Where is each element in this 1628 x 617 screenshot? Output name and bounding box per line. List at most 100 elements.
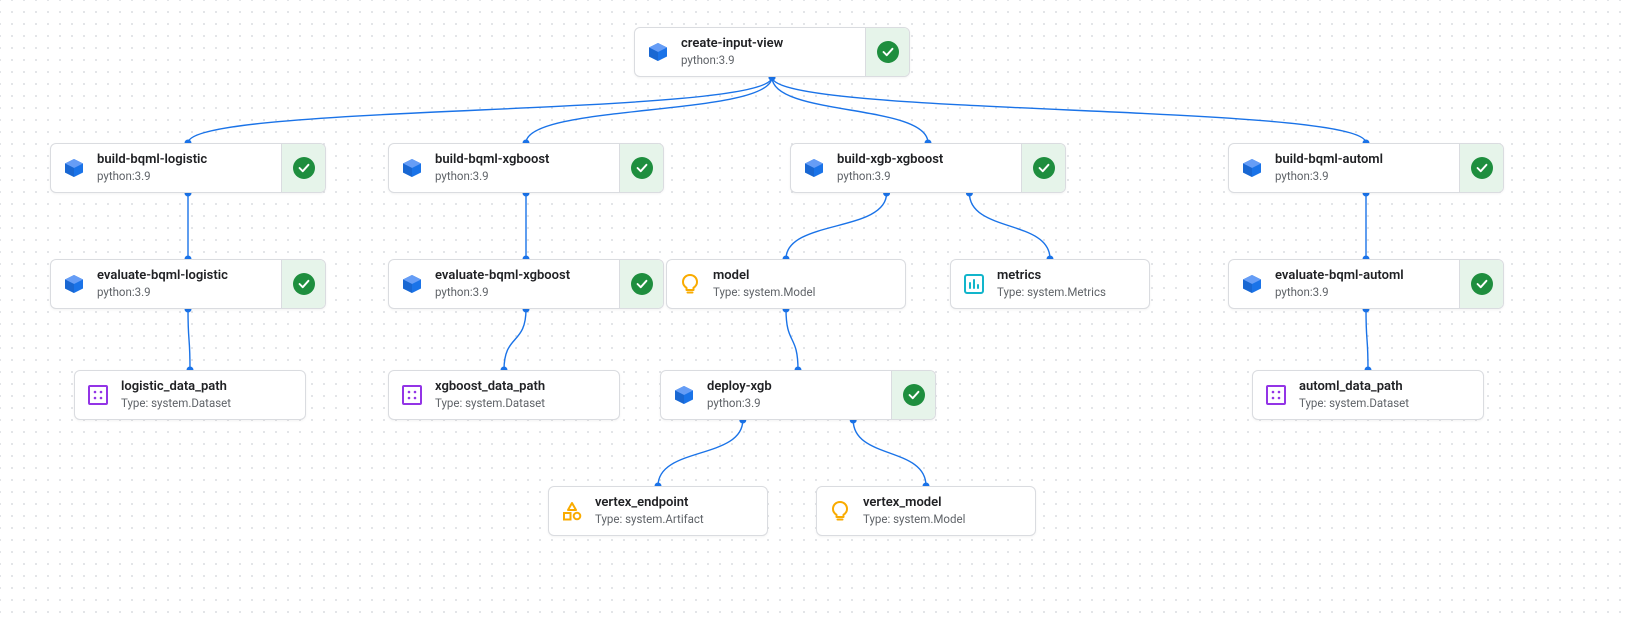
node-model[interactable]: model Type: system.Model bbox=[666, 259, 906, 309]
node-icon-wrap bbox=[51, 260, 97, 308]
node-labels: build-bqml-xgboost python:3.9 bbox=[435, 144, 619, 192]
status-success bbox=[281, 144, 325, 192]
artifact-icon bbox=[561, 500, 583, 522]
node-xgb_xgb[interactable]: build-xgb-xgboost python:3.9 bbox=[790, 143, 1066, 193]
check-icon bbox=[881, 45, 895, 59]
dataset-icon bbox=[401, 384, 423, 406]
node-title: automl_data_path bbox=[1299, 379, 1473, 396]
node-title: build-bqml-logistic bbox=[97, 152, 271, 169]
node-labels: evaluate-bqml-logistic python:3.9 bbox=[97, 260, 281, 308]
node-subtitle: python:3.9 bbox=[97, 285, 271, 300]
node-labels: logistic_data_path Type: system.Dataset bbox=[121, 371, 305, 419]
dataset-icon bbox=[87, 384, 109, 406]
node-eval_log[interactable]: evaluate-bqml-logistic python:3.9 bbox=[50, 259, 326, 309]
cube-icon bbox=[647, 41, 669, 63]
status-success bbox=[891, 371, 935, 419]
node-title: build-xgb-xgboost bbox=[837, 152, 1011, 169]
node-icon-wrap bbox=[1229, 260, 1275, 308]
node-labels: metrics Type: system.Metrics bbox=[997, 260, 1149, 308]
node-title: deploy-xgb bbox=[707, 379, 881, 396]
node-labels: build-bqml-logistic python:3.9 bbox=[97, 144, 281, 192]
check-icon bbox=[297, 161, 311, 175]
node-icon-wrap bbox=[791, 144, 837, 192]
node-subtitle: Type: system.Dataset bbox=[121, 396, 295, 411]
node-icon-wrap bbox=[1253, 371, 1299, 419]
node-subtitle: Type: system.Dataset bbox=[1299, 396, 1473, 411]
node-icon-wrap bbox=[667, 260, 713, 308]
node-subtitle: Type: system.Artifact bbox=[595, 512, 757, 527]
node-icon-wrap bbox=[1229, 144, 1275, 192]
node-subtitle: python:3.9 bbox=[97, 169, 271, 184]
cube-icon bbox=[63, 157, 85, 179]
status-success bbox=[619, 260, 663, 308]
cube-icon bbox=[401, 273, 423, 295]
node-subtitle: python:3.9 bbox=[707, 396, 881, 411]
node-title: vertex_model bbox=[863, 495, 1025, 512]
node-subtitle: Type: system.Model bbox=[713, 285, 895, 300]
node-bqml_xgb[interactable]: build-bqml-xgboost python:3.9 bbox=[388, 143, 664, 193]
node-title: metrics bbox=[997, 268, 1139, 285]
node-subtitle: Type: system.Metrics bbox=[997, 285, 1139, 300]
node-labels: xgboost_data_path Type: system.Dataset bbox=[435, 371, 619, 419]
node-icon-wrap bbox=[389, 144, 435, 192]
check-icon bbox=[1037, 161, 1051, 175]
node-title: xgboost_data_path bbox=[435, 379, 609, 396]
node-v_endpoint[interactable]: vertex_endpoint Type: system.Artifact bbox=[548, 486, 768, 536]
node-subtitle: python:3.9 bbox=[1275, 169, 1449, 184]
node-subtitle: python:3.9 bbox=[837, 169, 1011, 184]
check-icon bbox=[1475, 161, 1489, 175]
node-labels: evaluate-bqml-xgboost python:3.9 bbox=[435, 260, 619, 308]
node-title: build-bqml-xgboost bbox=[435, 152, 609, 169]
node-title: evaluate-bqml-logistic bbox=[97, 268, 271, 285]
node-labels: automl_data_path Type: system.Dataset bbox=[1299, 371, 1483, 419]
check-icon bbox=[635, 161, 649, 175]
bulb-icon bbox=[679, 273, 701, 295]
node-icon-wrap bbox=[817, 487, 863, 535]
node-subtitle: python:3.9 bbox=[435, 169, 609, 184]
status-success bbox=[865, 28, 909, 76]
node-icon-wrap bbox=[75, 371, 121, 419]
node-root[interactable]: create-input-view python:3.9 bbox=[634, 27, 910, 77]
status-success bbox=[1459, 144, 1503, 192]
status-success bbox=[1459, 260, 1503, 308]
node-title: create-input-view bbox=[681, 36, 855, 53]
check-icon bbox=[297, 277, 311, 291]
node-v_model[interactable]: vertex_model Type: system.Model bbox=[816, 486, 1036, 536]
check-icon bbox=[907, 388, 921, 402]
node-icon-wrap bbox=[661, 371, 707, 419]
node-labels: model Type: system.Model bbox=[713, 260, 905, 308]
node-subtitle: python:3.9 bbox=[1275, 285, 1449, 300]
node-subtitle: Type: system.Dataset bbox=[435, 396, 609, 411]
node-icon-wrap bbox=[389, 260, 435, 308]
node-log_ds[interactable]: logistic_data_path Type: system.Dataset bbox=[74, 370, 306, 420]
bulb-icon bbox=[829, 500, 851, 522]
chart-icon bbox=[963, 273, 985, 295]
node-title: build-bqml-automl bbox=[1275, 152, 1449, 169]
cube-icon bbox=[803, 157, 825, 179]
node-eval_automl[interactable]: evaluate-bqml-automl python:3.9 bbox=[1228, 259, 1504, 309]
node-bqml_automl[interactable]: build-bqml-automl python:3.9 bbox=[1228, 143, 1504, 193]
node-eval_xgb[interactable]: evaluate-bqml-xgboost python:3.9 bbox=[388, 259, 664, 309]
node-subtitle: python:3.9 bbox=[681, 53, 855, 68]
status-success bbox=[281, 260, 325, 308]
node-xgb_ds[interactable]: xgboost_data_path Type: system.Dataset bbox=[388, 370, 620, 420]
node-labels: vertex_model Type: system.Model bbox=[863, 487, 1035, 535]
node-subtitle: Type: system.Model bbox=[863, 512, 1025, 527]
status-success bbox=[1021, 144, 1065, 192]
node-title: logistic_data_path bbox=[121, 379, 295, 396]
node-icon-wrap bbox=[635, 28, 681, 76]
dataset-icon bbox=[1265, 384, 1287, 406]
node-icon-wrap bbox=[951, 260, 997, 308]
node-metrics[interactable]: metrics Type: system.Metrics bbox=[950, 259, 1150, 309]
node-title: evaluate-bqml-automl bbox=[1275, 268, 1449, 285]
cube-icon bbox=[1241, 157, 1263, 179]
cube-icon bbox=[401, 157, 423, 179]
node-bqml_log[interactable]: build-bqml-logistic python:3.9 bbox=[50, 143, 326, 193]
node-icon-wrap bbox=[51, 144, 97, 192]
node-labels: vertex_endpoint Type: system.Artifact bbox=[595, 487, 767, 535]
node-icon-wrap bbox=[389, 371, 435, 419]
node-automl_ds[interactable]: automl_data_path Type: system.Dataset bbox=[1252, 370, 1484, 420]
check-icon bbox=[635, 277, 649, 291]
cube-icon bbox=[1241, 273, 1263, 295]
node-deploy[interactable]: deploy-xgb python:3.9 bbox=[660, 370, 936, 420]
